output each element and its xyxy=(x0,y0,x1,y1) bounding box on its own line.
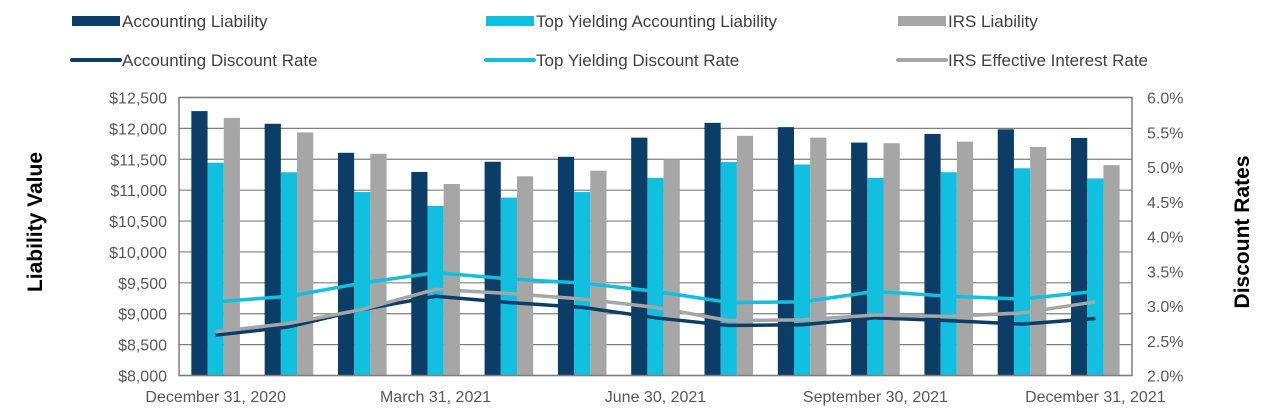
legend-label: Top Yielding Accounting Liability xyxy=(536,12,777,31)
legend: Accounting Liability Top Yielding Account… xyxy=(70,12,1148,70)
bar-top-yielding-accounting-liability xyxy=(720,162,737,376)
legend-item: Accounting Discount Rate xyxy=(70,51,318,70)
y-right-tick-label: 5.0% xyxy=(1147,160,1183,177)
bar-irs-liability xyxy=(297,132,314,376)
legend-label: IRS Liability xyxy=(948,12,1038,31)
bar-irs-liability xyxy=(1103,165,1120,376)
bar-accounting-liability xyxy=(557,156,575,376)
legend-item: IRS Effective Interest Rate xyxy=(896,51,1148,70)
legend-item: Top Yielding Discount Rate xyxy=(484,51,739,70)
legend-item: Top Yielding Accounting Liability xyxy=(486,12,777,31)
y-left-tick-label: $10,000 xyxy=(109,245,167,262)
x-tick-label: September 30, 2021 xyxy=(803,389,948,406)
rate-lines xyxy=(215,270,1096,337)
y-right-tick-label: 2.5% xyxy=(1147,334,1183,351)
legend-swatch-bar xyxy=(72,16,120,26)
y-right-tick-label: 4.0% xyxy=(1147,230,1183,247)
bar-top-yielding-accounting-liability xyxy=(647,177,664,376)
bar-irs-liability xyxy=(223,117,240,376)
y-right-tick-label: 6.0% xyxy=(1147,91,1183,108)
y-left-tick-label: $11,500 xyxy=(110,152,167,169)
bar-accounting-liability xyxy=(264,123,281,376)
bar-accounting-liability xyxy=(337,152,355,376)
bar-top-yielding-accounting-liability xyxy=(794,164,811,376)
bar-accounting-liability xyxy=(631,137,648,376)
y-left-axis-title: Liability Value xyxy=(24,152,47,292)
bar-accounting-liability xyxy=(997,129,1014,376)
legend-item: IRS Liability xyxy=(898,12,1038,31)
bar-accounting-liability xyxy=(704,122,721,376)
bar-irs-liability xyxy=(736,135,754,376)
y-left-tick-label: $12,000 xyxy=(109,121,167,138)
bar-accounting-liability xyxy=(851,142,868,376)
bar-accounting-liability xyxy=(1071,137,1088,376)
bar-irs-liability xyxy=(590,170,607,376)
x-tick-label: December 31, 2021 xyxy=(1025,389,1166,406)
bar-irs-liability xyxy=(1030,146,1047,376)
bar-top-yielding-accounting-liability xyxy=(940,172,957,376)
bar-irs-liability xyxy=(663,159,680,376)
bar-top-yielding-accounting-liability xyxy=(867,177,884,376)
bar-accounting-liability xyxy=(777,127,795,376)
bar-accounting-liability xyxy=(924,133,941,376)
x-tick-label: December 31, 2020 xyxy=(145,389,286,406)
bar-top-yielding-accounting-liability xyxy=(1087,178,1104,376)
bars xyxy=(191,111,1120,376)
legend-label: Accounting Liability xyxy=(122,12,268,31)
x-axis: December 31, 2020 March 31, 2021 June 30, … xyxy=(145,389,1165,406)
bar-accounting-liability xyxy=(484,161,501,376)
y-right-tick-label: 3.5% xyxy=(1147,264,1183,281)
legend-swatch-bar xyxy=(898,16,946,26)
bar-irs-liability xyxy=(516,176,534,376)
bar-top-yielding-accounting-liability xyxy=(280,172,298,376)
bar-irs-liability xyxy=(810,137,827,376)
bar-irs-liability xyxy=(443,183,460,376)
bar-irs-liability xyxy=(883,143,900,376)
y-left-tick-label: $8,000 xyxy=(118,369,167,386)
legend-label: Top Yielding Discount Rate xyxy=(536,51,739,70)
y-left-axis: $8,000 $8,500 $9,000 $9,500 $10,000 $10,500 $1… xyxy=(109,91,167,386)
y-right-tick-label: 3.0% xyxy=(1147,299,1183,316)
legend-label: Accounting Discount Rate xyxy=(122,51,318,70)
bar-irs-liability xyxy=(370,153,387,376)
bar-top-yielding-accounting-liability xyxy=(1013,168,1031,376)
y-left-tick-label: $8,500 xyxy=(118,338,167,355)
y-left-tick-label: $9,500 xyxy=(118,276,167,293)
bar-top-yielding-accounting-liability xyxy=(207,162,224,376)
bar-accounting-liability xyxy=(191,111,208,376)
line-irs-effective-interest-rate xyxy=(215,287,1096,334)
y-left-tick-label: $10,500 xyxy=(109,214,167,231)
x-tick-label: March 31, 2021 xyxy=(380,389,491,406)
legend-label: IRS Effective Interest Rate xyxy=(948,51,1148,70)
line-top-yielding-discount-rate xyxy=(215,270,1096,305)
legend-swatch-bar xyxy=(486,16,534,26)
y-left-tick-label: $12,500 xyxy=(109,91,167,108)
y-right-tick-label: 2.0% xyxy=(1147,369,1183,386)
plot-frame xyxy=(178,96,1133,377)
bar-top-yielding-accounting-liability xyxy=(500,197,517,376)
y-left-tick-label: $11,000 xyxy=(110,183,167,200)
y-right-axis-title: Discount Rates xyxy=(1231,156,1254,309)
y-left-tick-label: $9,000 xyxy=(118,307,167,324)
legend-item: Accounting Liability xyxy=(72,12,268,31)
bar-irs-liability xyxy=(956,141,974,376)
x-tick-label: June 30, 2021 xyxy=(605,389,707,406)
y-right-tick-label: 5.5% xyxy=(1147,125,1183,142)
y-right-tick-label: 4.5% xyxy=(1147,195,1183,212)
y-right-axis: 2.0% 2.5% 3.0% 3.5% 4.0% 4.5% 5.0% 5.5% 6.0% xyxy=(1147,91,1183,386)
